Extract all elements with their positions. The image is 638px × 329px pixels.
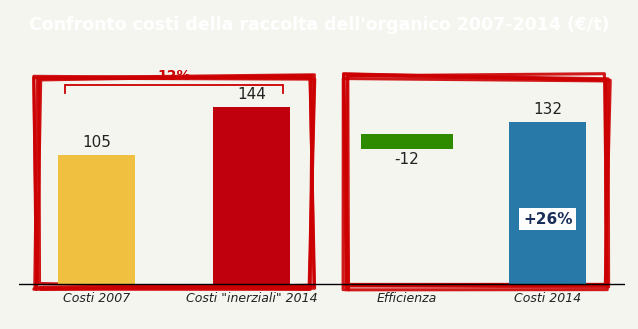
Text: 105: 105 <box>82 135 111 150</box>
Text: -12: -12 <box>394 152 419 167</box>
Text: 12%: 12% <box>158 69 191 84</box>
Text: Confronto costi della raccolta dell'organico 2007-2014 (€/t): Confronto costi della raccolta dell'orga… <box>29 16 609 35</box>
Bar <box>213 107 290 284</box>
Text: Efficienza: Efficienza <box>376 291 437 305</box>
Text: 132: 132 <box>533 102 562 117</box>
Bar <box>509 122 586 284</box>
Text: 144: 144 <box>237 87 266 102</box>
Bar <box>58 155 135 284</box>
Bar <box>361 134 452 149</box>
Text: Costi 2007: Costi 2007 <box>63 291 130 305</box>
Text: +26%: +26% <box>523 212 572 227</box>
Text: Costi "inerziali" 2014: Costi "inerziali" 2014 <box>186 291 318 305</box>
Text: Costi 2014: Costi 2014 <box>514 291 581 305</box>
